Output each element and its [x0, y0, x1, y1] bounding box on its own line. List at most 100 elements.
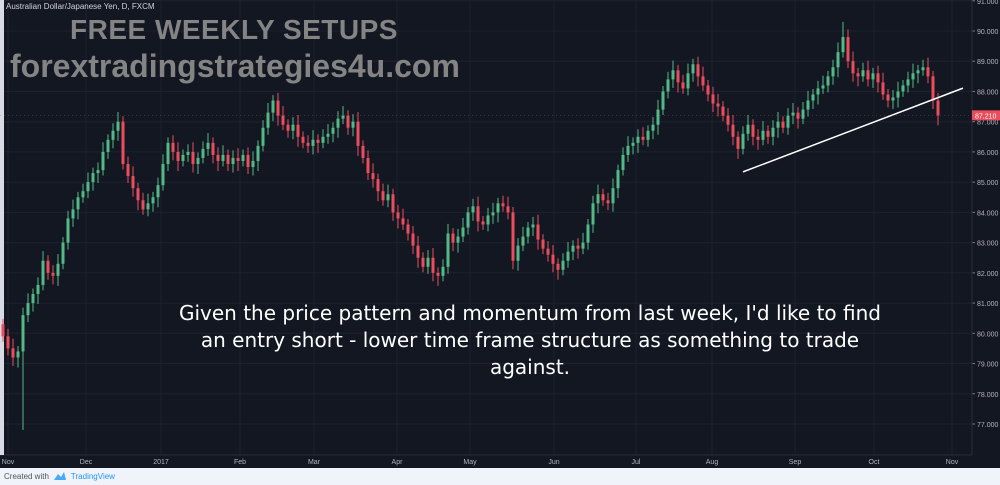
candle-up[interactable]	[611, 188, 615, 204]
candle-up[interactable]	[666, 79, 670, 92]
candle-down[interactable]	[641, 136, 645, 140]
candle-down[interactable]	[536, 224, 540, 240]
candle-down[interactable]	[756, 136, 760, 140]
candle-down[interactable]	[721, 106, 725, 116]
candle-up[interactable]	[651, 124, 655, 131]
candle-up[interactable]	[596, 194, 600, 204]
candle-up[interactable]	[801, 109, 805, 119]
candle-up[interactable]	[331, 127, 335, 134]
candlestick-chart[interactable]: 77.000 78.000 79.000 80.000 81.000 82.000 83.0…	[0, 0, 1000, 468]
candle-up[interactable]	[186, 151, 190, 155]
candle-down[interactable]	[376, 179, 380, 192]
candle-up[interactable]	[636, 136, 640, 143]
candle-up[interactable]	[561, 260, 565, 270]
candle-up[interactable]	[631, 142, 635, 146]
candle-up[interactable]	[496, 203, 500, 213]
candle-down[interactable]	[681, 82, 685, 89]
candle-down[interactable]	[356, 121, 360, 146]
candle-down[interactable]	[246, 154, 250, 168]
candle-up[interactable]	[656, 109, 660, 125]
candle-up[interactable]	[916, 70, 920, 74]
candle-up[interactable]	[81, 191, 85, 198]
candle-down[interactable]	[11, 348, 15, 358]
candle-up[interactable]	[456, 236, 460, 243]
candle-down[interactable]	[431, 257, 435, 273]
candle-up[interactable]	[671, 70, 675, 80]
candle-up[interactable]	[336, 118, 340, 128]
candle-up[interactable]	[901, 85, 905, 92]
candle-up[interactable]	[841, 37, 845, 53]
candle-up[interactable]	[311, 139, 315, 146]
candle-down[interactable]	[381, 191, 385, 201]
candle-down[interactable]	[736, 136, 740, 149]
candle-up[interactable]	[521, 236, 525, 246]
candle-down[interactable]	[506, 206, 510, 213]
candle-down[interactable]	[416, 245, 420, 258]
chart-panel[interactable]: 77.000 78.000 79.000 80.000 81.000 82.000 83.0…	[0, 0, 1000, 468]
candle-up[interactable]	[566, 251, 570, 261]
candle-up[interactable]	[196, 157, 200, 165]
candle-up[interactable]	[256, 145, 260, 161]
candle-down[interactable]	[366, 157, 370, 174]
candle-up[interactable]	[806, 100, 810, 110]
candle-up[interactable]	[101, 151, 105, 171]
candle-up[interactable]	[896, 91, 900, 98]
candle-down[interactable]	[766, 130, 770, 137]
candle-down[interactable]	[306, 142, 310, 146]
candle-up[interactable]	[691, 64, 695, 74]
candle-up[interactable]	[291, 124, 295, 131]
candle-up[interactable]	[441, 266, 445, 276]
candle-down[interactable]	[436, 272, 440, 276]
candle-down[interactable]	[481, 221, 485, 225]
candle-up[interactable]	[531, 224, 535, 228]
candle-up[interactable]	[826, 76, 830, 86]
candle-down[interactable]	[576, 245, 580, 249]
candle-down[interactable]	[706, 85, 710, 95]
candle-down[interactable]	[731, 124, 735, 137]
candle-up[interactable]	[821, 85, 825, 89]
candle-up[interactable]	[251, 160, 255, 168]
candle-up[interactable]	[776, 121, 780, 128]
candle-down[interactable]	[236, 157, 240, 161]
candle-down[interactable]	[606, 200, 610, 204]
candle-up[interactable]	[271, 100, 275, 113]
candle-down[interactable]	[926, 67, 930, 77]
candle-up[interactable]	[111, 130, 115, 140]
candle-down[interactable]	[501, 203, 505, 207]
candle-up[interactable]	[921, 67, 925, 71]
candle-down[interactable]	[931, 76, 935, 101]
candle-up[interactable]	[66, 218, 70, 243]
candle-up[interactable]	[491, 212, 495, 216]
candle-down[interactable]	[541, 239, 545, 249]
candle-up[interactable]	[261, 127, 265, 146]
candle-up[interactable]	[466, 212, 470, 228]
candle-up[interactable]	[486, 215, 490, 225]
candle-down[interactable]	[696, 64, 700, 77]
candle-down[interactable]	[6, 336, 10, 349]
candle-up[interactable]	[616, 170, 620, 189]
candle-down[interactable]	[676, 70, 680, 83]
candle-up[interactable]	[106, 139, 110, 152]
candle-up[interactable]	[166, 142, 170, 165]
candle-down[interactable]	[191, 151, 195, 165]
candle-down[interactable]	[701, 76, 705, 86]
candle-up[interactable]	[206, 142, 210, 149]
candle-up[interactable]	[201, 148, 205, 158]
candle-down[interactable]	[936, 100, 940, 116]
candle-up[interactable]	[526, 227, 530, 237]
candle-up[interactable]	[56, 263, 60, 276]
candle-down[interactable]	[211, 142, 215, 155]
candle-down[interactable]	[846, 37, 850, 62]
candle-down[interactable]	[551, 254, 555, 264]
candle-down[interactable]	[711, 94, 715, 104]
candle-up[interactable]	[146, 203, 150, 210]
candle-down[interactable]	[126, 164, 130, 177]
candle-up[interactable]	[831, 67, 835, 77]
candle-up[interactable]	[771, 127, 775, 137]
candle-down[interactable]	[401, 218, 405, 225]
candle-down[interactable]	[346, 115, 350, 128]
candle-up[interactable]	[581, 242, 585, 249]
candle-up[interactable]	[76, 197, 80, 210]
candle-up[interactable]	[241, 154, 245, 161]
candle-up[interactable]	[621, 154, 625, 171]
